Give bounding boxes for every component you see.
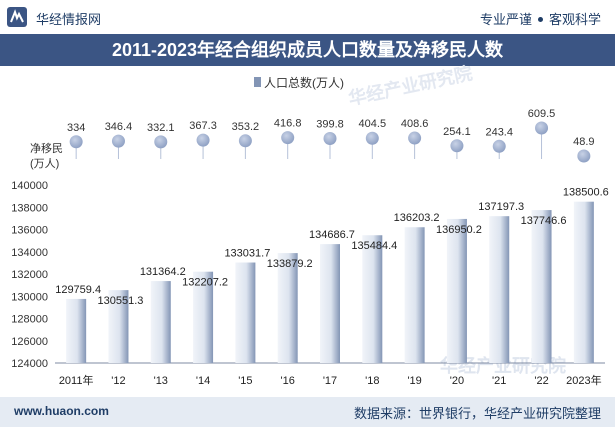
x-tick-label: '22 — [534, 375, 548, 387]
migration-value-label: 346.4 — [105, 121, 133, 133]
migration-axis-label: 净移民 — [30, 141, 63, 155]
population-bar — [573, 201, 594, 363]
migration-value-label: 48.9 — [573, 136, 594, 148]
x-tick-label: '19 — [407, 375, 421, 387]
separator-dot-icon — [537, 17, 543, 22]
population-bar — [66, 298, 87, 363]
brand-logo-icon — [7, 7, 27, 27]
y-tick-label: 138000 — [11, 202, 48, 214]
migration-value-label: 243.4 — [485, 126, 513, 138]
y-tick-label: 140000 — [11, 180, 48, 192]
migration-value-label: 416.8 — [274, 118, 302, 130]
y-tick-label: 128000 — [11, 314, 48, 326]
migration-value-label: 353.2 — [232, 121, 260, 133]
population-bar — [362, 235, 383, 363]
x-tick-label: '13 — [154, 375, 168, 387]
population-value-label: 137197.3 — [478, 201, 524, 213]
population-bar — [277, 253, 298, 363]
tagline-left: 专业严谨 — [479, 12, 532, 27]
migration-value-label: 332.1 — [147, 122, 175, 134]
migration-value-label: 408.6 — [401, 118, 429, 130]
migration-dot — [281, 131, 295, 145]
x-tick-label: '20 — [450, 375, 464, 387]
population-value-label: 135484.4 — [351, 240, 397, 252]
population-value-label: 131364.2 — [140, 266, 186, 278]
y-tick-label: 134000 — [11, 247, 48, 259]
legend-swatch — [254, 77, 261, 87]
x-tick-label: 2011年 — [59, 373, 94, 387]
y-tick-label: 124000 — [11, 358, 48, 370]
top-bar: 华经情报网 专业严谨 客观科学 — [0, 0, 615, 34]
migration-dot — [365, 131, 379, 145]
watermark-upper: 华经产业研究院 — [346, 62, 474, 109]
population-value-label: 137746.6 — [521, 215, 567, 227]
migration-value-label: 254.1 — [443, 126, 471, 138]
migration-value-label: 404.5 — [359, 118, 387, 130]
x-tick-label: '21 — [492, 375, 506, 387]
population-bar — [108, 290, 129, 363]
migration-value-label: 334 — [67, 122, 85, 134]
population-bar — [150, 281, 171, 363]
migration-value-label: 399.8 — [316, 118, 344, 130]
migration-dot — [196, 133, 210, 147]
migration-dot — [111, 134, 125, 148]
brand-name: 华经情报网 — [36, 12, 102, 27]
population-bar — [531, 210, 552, 363]
migration-dot — [408, 131, 422, 145]
population-value-label: 134686.7 — [309, 229, 355, 241]
migration-dot — [492, 139, 506, 153]
population-bar — [320, 244, 340, 363]
population-value-label: 129759.4 — [55, 284, 101, 296]
population-bar — [446, 218, 467, 363]
footer: www.huaon.com 数据来源：世界银行，华经产业研究院整理 — [0, 397, 615, 427]
y-tick-label: 126000 — [11, 336, 48, 348]
x-tick-label: '15 — [238, 375, 252, 387]
x-tick-label: '16 — [281, 375, 295, 387]
population-bar — [489, 216, 510, 363]
migration-dot — [238, 134, 252, 148]
population-value-label: 130551.3 — [98, 295, 144, 307]
x-tick-label: '14 — [196, 375, 210, 387]
population-value-label: 132207.2 — [182, 277, 228, 289]
chart-title: 2011-2023年经合组织成员人口数量及净移民人数 — [0, 34, 615, 66]
population-value-label: 136203.2 — [394, 212, 440, 224]
population-bar — [193, 271, 214, 363]
population-value-label: 133031.7 — [224, 248, 270, 260]
population-value-label: 138500.6 — [563, 187, 609, 199]
migration-dot — [69, 135, 83, 149]
migration-dot — [535, 121, 549, 135]
migration-dot — [154, 135, 168, 149]
legend-label: 人口总数(万人) — [264, 75, 344, 90]
tagline-right: 客观科学 — [548, 12, 601, 27]
population-bar — [404, 227, 425, 363]
website-url: www.huaon.com — [14, 404, 109, 418]
x-tick-label: '18 — [365, 375, 379, 387]
population-bar — [235, 262, 256, 363]
migration-value-label: 367.3 — [189, 120, 217, 132]
tagline: 专业严谨 客观科学 — [480, 9, 601, 28]
population-value-label: 133879.2 — [267, 258, 313, 270]
x-tick-label: '17 — [323, 375, 337, 387]
migration-dot — [323, 131, 337, 145]
migration-axis-unit: (万人) — [30, 157, 59, 170]
migration-dot — [450, 139, 464, 153]
migration-value-label: 609.5 — [528, 108, 556, 120]
y-tick-label: 136000 — [11, 225, 48, 237]
population-value-label: 136950.2 — [436, 224, 482, 236]
x-tick-label: 2023年 — [566, 373, 601, 387]
y-tick-label: 130000 — [11, 291, 48, 303]
y-tick-label: 132000 — [11, 269, 48, 281]
x-tick-label: '12 — [111, 375, 125, 387]
migration-dot — [577, 149, 591, 163]
data-source: 数据来源：世界银行，华经产业研究院整理 — [353, 406, 601, 421]
